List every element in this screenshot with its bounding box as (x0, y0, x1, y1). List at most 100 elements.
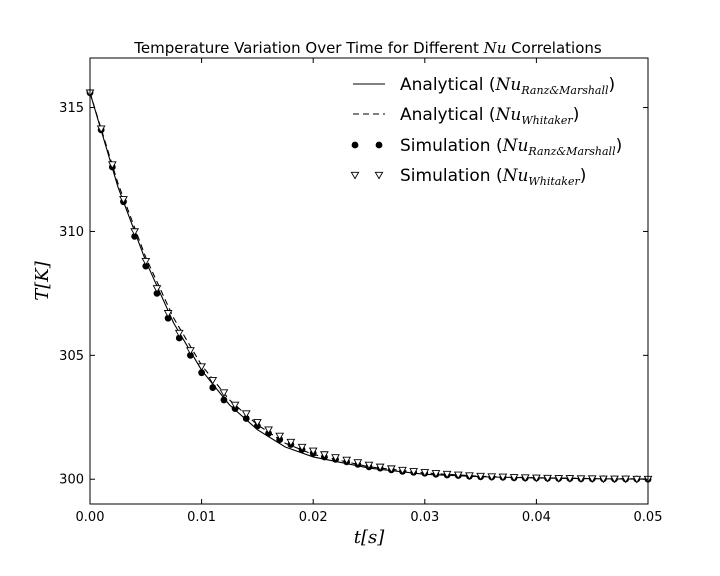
legend-label-subscript: Ranz&Marshall (520, 84, 609, 97)
point-simulation-whitaker (130, 228, 140, 236)
series-line-analytical-ranz-marshall (89, 92, 649, 480)
legend-entry: Simulation (NuRanz&Marshall) (351, 136, 622, 158)
point-simulation-ranz-marshall (175, 334, 183, 342)
point-simulation-whitaker (587, 475, 597, 483)
y-tick-label: 305 (59, 349, 84, 364)
legend-label-subscript: Ranz&Marshall (527, 145, 616, 158)
y-axis-label: T[K] (32, 260, 53, 300)
point-simulation-whitaker (186, 347, 195, 355)
legend-label-math: Nu (502, 136, 529, 156)
plot-frame (89, 57, 649, 505)
legend-label-subscript: Whitaker (521, 114, 573, 127)
point-simulation-whitaker (208, 376, 218, 385)
legend-label-close: ) (616, 136, 623, 156)
point-simulation-whitaker (331, 454, 340, 462)
point-simulation-whitaker (509, 474, 519, 482)
chart-title: Temperature Variation Over Time for Diff… (133, 39, 602, 57)
point-simulation-ranz-marshall (131, 233, 139, 240)
legend-label-text: Analytical ( (400, 105, 496, 125)
point-simulation-whitaker (621, 475, 631, 484)
point-simulation-whitaker (576, 475, 586, 483)
point-simulation-ranz-marshall (209, 384, 217, 391)
point-simulation-whitaker (420, 469, 430, 477)
legend-label-close: ) (573, 105, 580, 125)
legend-swatch-circle (351, 141, 359, 149)
legend-entry: Simulation (NuWhitaker) (350, 166, 586, 188)
point-simulation-whitaker (476, 472, 485, 481)
point-simulation-whitaker (487, 473, 497, 482)
chart-title-prefix: Temperature Variation Over Time for Diff… (133, 39, 483, 57)
point-simulation-whitaker (174, 329, 184, 338)
point-simulation-whitaker (453, 471, 463, 480)
legend-swatch-triangle (374, 171, 384, 180)
point-simulation-whitaker (543, 474, 552, 483)
point-simulation-whitaker (565, 475, 575, 483)
point-simulation-whitaker (141, 258, 151, 266)
point-simulation-ranz-marshall (164, 314, 172, 322)
point-simulation-whitaker (532, 474, 541, 483)
point-simulation-whitaker (554, 475, 564, 483)
series-solid-line (89, 92, 649, 480)
legend-entry: Analytical (NuWhitaker) (353, 105, 579, 127)
point-simulation-whitaker (197, 363, 206, 371)
legend-label-math: Nu (502, 166, 529, 186)
legend-swatch-triangle (350, 171, 360, 180)
legend-label: Simulation (NuRanz&Marshall) (400, 136, 622, 158)
point-simulation-whitaker (353, 459, 363, 467)
tick-layer: 0.00 0.01 0.02 0.03 0.04 0.05 300 305 310 315 (59, 58, 662, 525)
legend-label: Analytical (NuRanz&Marshall) (400, 75, 615, 97)
chart-title-suffix: Correlations (506, 39, 601, 57)
point-simulation-whitaker (398, 466, 407, 475)
point-simulation-whitaker (375, 463, 385, 472)
point-simulation-whitaker (465, 472, 474, 481)
series-line-analytical-whitaker (89, 92, 649, 480)
series-layer (85, 89, 653, 484)
x-tick-label: 0.03 (410, 510, 439, 525)
point-simulation-whitaker (275, 432, 285, 441)
point-simulation-whitaker (386, 465, 396, 474)
legend-label-math: Nu (495, 75, 522, 95)
point-simulation-whitaker (319, 451, 329, 459)
point-simulation-whitaker (297, 443, 307, 452)
point-simulation-whitaker (152, 285, 162, 293)
legend: Analytical (NuRanz&Marshall)Analytical (… (350, 75, 622, 188)
point-simulation-whitaker (96, 125, 106, 134)
legend-swatch-circle (375, 141, 383, 149)
y-tick-label: 300 (59, 473, 84, 488)
point-simulation-whitaker (442, 470, 452, 479)
point-simulation-whitaker (342, 456, 352, 465)
point-simulation-whitaker (632, 475, 642, 484)
legend-label-text: Analytical ( (400, 75, 496, 95)
series-open-triangle (85, 89, 653, 484)
point-simulation-whitaker (520, 474, 530, 482)
point-simulation-whitaker (431, 470, 441, 478)
legend-label-text: Simulation ( (400, 136, 503, 156)
point-simulation-whitaker (598, 475, 608, 484)
point-simulation-whitaker (119, 196, 128, 204)
point-simulation-whitaker (308, 447, 318, 456)
point-simulation-whitaker (230, 401, 240, 410)
x-tick-label: 0.01 (187, 510, 216, 525)
legend-label-text: Simulation ( (400, 166, 503, 186)
point-simulation-whitaker (107, 161, 117, 170)
y-tick-label: 315 (59, 101, 84, 116)
legend-label-close: ) (609, 75, 616, 95)
x-tick-label: 0.00 (76, 510, 105, 525)
point-simulation-ranz-marshall (242, 415, 250, 422)
point-simulation-whitaker (241, 410, 251, 419)
point-simulation-ranz-marshall (142, 262, 150, 270)
series-dashed-line (89, 92, 649, 480)
point-simulation-whitaker (610, 475, 619, 484)
point-simulation-whitaker (219, 389, 229, 398)
y-tick-label: 310 (59, 225, 84, 240)
x-tick-label: 0.05 (634, 510, 663, 525)
x-tick-label: 0.02 (299, 510, 328, 525)
point-simulation-whitaker (364, 461, 374, 470)
point-simulation-whitaker (253, 419, 262, 427)
legend-entry: Analytical (NuRanz&Marshall) (353, 75, 615, 97)
point-simulation-ranz-marshall (220, 396, 228, 404)
chart-title-math: Nu (483, 39, 507, 57)
legend-label: Analytical (NuWhitaker) (400, 105, 579, 127)
legend-label-subscript: Whitaker (528, 175, 580, 188)
